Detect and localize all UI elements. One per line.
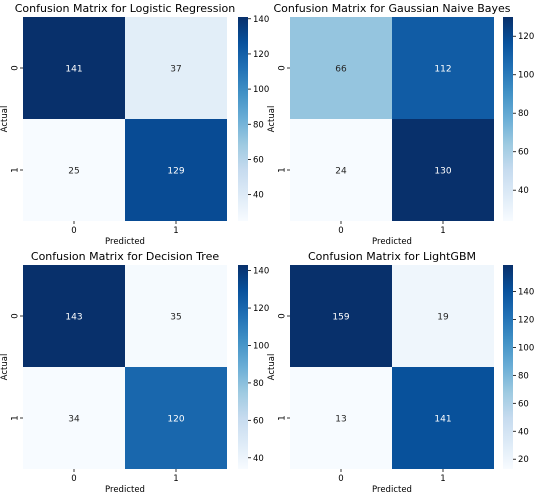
heatmap-panel-2: Confusion Matrix for Gaussian Naive Baye… bbox=[267, 2, 534, 247]
cell-value-label: 143 bbox=[65, 313, 82, 323]
colorbar bbox=[238, 265, 248, 469]
colorbar-tick-label: 60 bbox=[253, 155, 264, 165]
heatmap-cell bbox=[125, 17, 227, 119]
colorbar-tick-label: 60 bbox=[518, 148, 529, 158]
heatmap-cell bbox=[290, 265, 392, 367]
heatmap-cell bbox=[392, 17, 494, 119]
x-axis-label: Predicted bbox=[105, 485, 145, 495]
cell-value-label: 141 bbox=[434, 415, 451, 425]
x-axis-label: Predicted bbox=[105, 237, 145, 247]
y-tick-label: 0 bbox=[11, 313, 21, 318]
x-tick-label: 0 bbox=[71, 226, 76, 236]
colorbar-tick-label: 100 bbox=[253, 341, 269, 351]
colorbar-tick-label: 80 bbox=[253, 120, 264, 130]
y-tick-label: 1 bbox=[11, 167, 21, 172]
heatmap-panel-3: Confusion Matrix for Decision Tree 143 35 3… bbox=[0, 250, 269, 495]
colorbar-tick-label: 60 bbox=[253, 416, 264, 426]
colorbar-tick-label: 120 bbox=[253, 50, 269, 60]
colorbar-tick-label: 40 bbox=[518, 427, 529, 437]
colorbar-tick-label: 80 bbox=[518, 371, 529, 381]
x-tick-label: 1 bbox=[440, 474, 445, 484]
heatmap-cell bbox=[23, 17, 125, 119]
cell-value-label: 19 bbox=[437, 313, 449, 323]
heatmap-cell bbox=[392, 367, 494, 469]
heatmap-cell bbox=[392, 265, 494, 367]
y-axis-label: Actual bbox=[0, 354, 10, 381]
cell-value-label: 120 bbox=[167, 415, 184, 425]
cell-value-label: 24 bbox=[335, 167, 347, 177]
heatmap-cell bbox=[23, 119, 125, 221]
chart-title: Confusion Matrix for Decision Tree bbox=[31, 250, 219, 263]
colorbar-tick-label: 120 bbox=[253, 304, 269, 314]
x-axis-label: Predicted bbox=[372, 237, 412, 247]
heatmap-cell bbox=[290, 119, 392, 221]
x-axis-label: Predicted bbox=[372, 485, 412, 495]
y-tick-label: 1 bbox=[11, 415, 21, 420]
heatmap-cell bbox=[23, 367, 125, 469]
cell-value-label: 130 bbox=[434, 167, 451, 177]
colorbar-tick-label: 140 bbox=[253, 267, 269, 277]
x-tick-label: 1 bbox=[173, 226, 178, 236]
cell-value-label: 37 bbox=[170, 65, 181, 75]
colorbar-tick-label: 140 bbox=[253, 15, 269, 25]
cell-value-label: 129 bbox=[167, 167, 184, 177]
x-tick-label: 0 bbox=[71, 474, 76, 484]
colorbar bbox=[503, 17, 513, 221]
x-tick-label: 0 bbox=[338, 226, 343, 236]
colorbar-tick-label: 80 bbox=[518, 109, 529, 119]
cell-value-label: 35 bbox=[170, 313, 181, 323]
colorbar-tick-label: 60 bbox=[518, 399, 529, 409]
x-tick-label: 1 bbox=[173, 474, 178, 484]
heatmap-cell bbox=[125, 367, 227, 469]
heatmap-cell bbox=[23, 265, 125, 367]
cell-value-label: 159 bbox=[332, 313, 349, 323]
y-axis-label: Actual bbox=[267, 106, 277, 133]
colorbar-tick-label: 80 bbox=[253, 379, 264, 389]
colorbar-tick-label: 40 bbox=[253, 454, 264, 464]
cell-value-label: 141 bbox=[65, 65, 82, 75]
heatmap-panel-4: Confusion Matrix for LightGBM 159 19 13 141 0… bbox=[267, 250, 534, 495]
chart-title: Confusion Matrix for Logistic Regression bbox=[15, 2, 236, 15]
heatmap-cell bbox=[290, 17, 392, 119]
y-axis-label: Actual bbox=[0, 106, 10, 133]
colorbar-tick-label: 140 bbox=[518, 288, 534, 298]
cell-value-label: 13 bbox=[335, 415, 346, 425]
heatmap-cell bbox=[392, 119, 494, 221]
colorbar-tick-label: 120 bbox=[518, 315, 534, 325]
colorbar-tick-label: 100 bbox=[518, 343, 534, 353]
colorbar-tick-label: 20 bbox=[518, 455, 529, 465]
y-axis-label: Actual bbox=[267, 354, 277, 381]
colorbar bbox=[503, 265, 513, 469]
cell-value-label: 66 bbox=[335, 65, 347, 75]
chart-title: Confusion Matrix for Gaussian Naive Baye… bbox=[273, 2, 510, 15]
colorbar-tick-label: 40 bbox=[518, 186, 529, 196]
colorbar-tick-label: 40 bbox=[253, 191, 264, 201]
colorbar-tick-label: 100 bbox=[253, 85, 269, 95]
x-tick-label: 1 bbox=[440, 226, 445, 236]
heatmap-cell bbox=[125, 265, 227, 367]
y-tick-label: 1 bbox=[278, 415, 288, 420]
colorbar-tick-label: 120 bbox=[518, 32, 534, 42]
chart-title: Confusion Matrix for LightGBM bbox=[308, 250, 476, 263]
x-tick-label: 0 bbox=[338, 474, 343, 484]
cell-value-label: 34 bbox=[68, 415, 80, 425]
cell-value-label: 112 bbox=[434, 65, 451, 75]
y-tick-label: 0 bbox=[278, 65, 288, 70]
y-tick-label: 0 bbox=[11, 65, 21, 70]
heatmap-panel-1: Confusion Matrix for Logistic Regression… bbox=[0, 2, 269, 247]
heatmap-cell bbox=[290, 367, 392, 469]
y-tick-label: 1 bbox=[278, 167, 288, 172]
heatmap-cell bbox=[125, 119, 227, 221]
colorbar bbox=[238, 17, 248, 221]
cell-value-label: 25 bbox=[68, 167, 79, 177]
y-tick-label: 0 bbox=[278, 313, 288, 318]
colorbar-tick-label: 100 bbox=[518, 71, 534, 81]
